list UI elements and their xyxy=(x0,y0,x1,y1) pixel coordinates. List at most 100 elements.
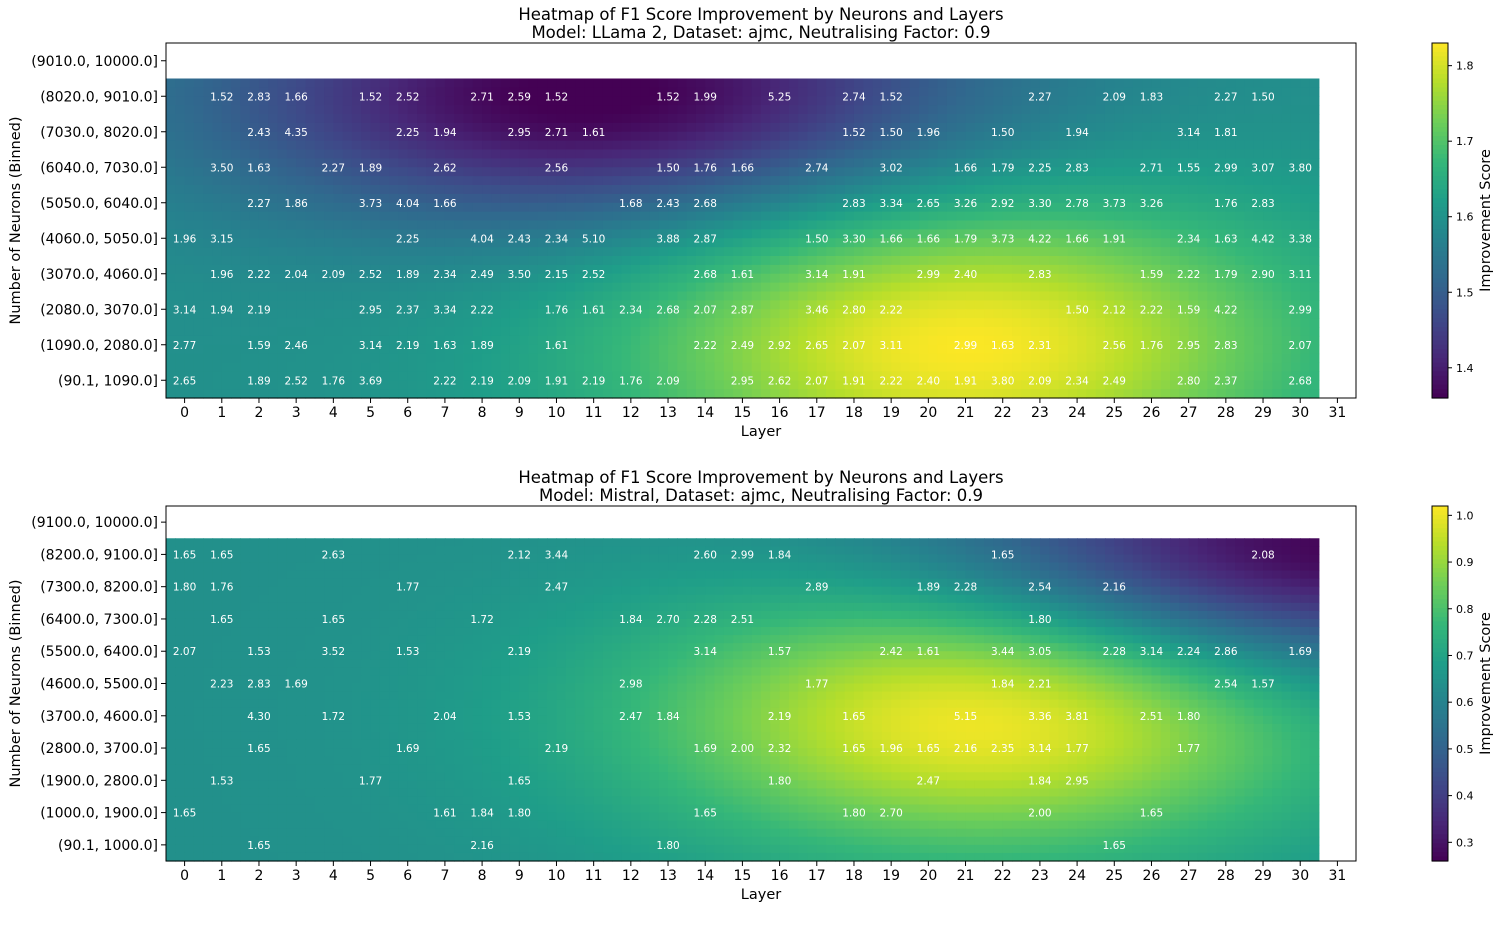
heat-cell xyxy=(537,105,548,115)
heat-cell xyxy=(565,238,576,248)
heat-cell xyxy=(1132,327,1143,337)
heat-cell xyxy=(240,220,251,230)
heat-cell xyxy=(733,273,744,284)
heat-cell xyxy=(1244,309,1255,319)
heat-cell xyxy=(900,371,911,381)
heat-cell xyxy=(193,335,204,346)
cell-value-label: 2.95 xyxy=(1177,340,1200,352)
heat-cell xyxy=(305,114,316,124)
heat-cell xyxy=(1179,247,1190,257)
heat-cell xyxy=(1207,291,1218,301)
heat-cell xyxy=(621,211,632,222)
cell-value-label: 1.76 xyxy=(1140,340,1164,352)
heat-cell xyxy=(640,211,651,222)
heat-cell xyxy=(268,344,279,355)
heat-cell xyxy=(1030,327,1041,337)
heat-cell xyxy=(444,335,455,346)
heat-cell xyxy=(491,167,502,177)
cell-labels: 1.52 2.83 1.66 1.52 2.52 2.71 2.59 1.52 1.52 1.99… xyxy=(173,91,1312,387)
heat-cell xyxy=(203,256,214,266)
heat-cell xyxy=(900,229,911,239)
heat-cell xyxy=(751,291,762,301)
heat-cell xyxy=(649,185,660,195)
heat-cell xyxy=(203,327,214,337)
cell-value-label: 2.80 xyxy=(842,304,865,316)
heat-cell xyxy=(1086,149,1097,159)
heat-cell xyxy=(872,327,883,337)
heat-cell xyxy=(844,273,855,284)
heat-cell xyxy=(537,220,548,230)
heat-cell xyxy=(537,238,548,248)
cell-value-label: 3.80 xyxy=(991,375,1014,387)
heat-cell xyxy=(686,220,697,230)
heat-cell xyxy=(240,380,251,390)
heat-cell xyxy=(807,327,818,337)
heat-cell xyxy=(1114,309,1125,319)
heat-cell xyxy=(742,238,753,248)
heat-cell xyxy=(630,291,641,301)
heat-cell xyxy=(1235,238,1246,248)
heat-cell xyxy=(417,193,427,204)
heat-cell xyxy=(407,318,418,328)
heat-cell xyxy=(398,389,409,399)
heat-cell xyxy=(770,318,781,328)
heat-cell xyxy=(1142,344,1153,355)
heat-cell xyxy=(277,96,288,106)
heat-cell xyxy=(398,193,409,204)
heat-cell xyxy=(1077,291,1087,301)
heat-cell xyxy=(370,96,381,106)
heat-cell xyxy=(668,282,678,293)
heat-cell xyxy=(1281,105,1292,115)
heat-cell xyxy=(1030,149,1041,159)
heat-cell xyxy=(1179,140,1190,151)
heat-cell xyxy=(342,327,353,337)
heat-cell xyxy=(184,229,195,239)
heat-cell xyxy=(919,380,929,390)
heat-cell xyxy=(231,140,241,151)
heat-cell xyxy=(891,211,902,222)
heat-cell xyxy=(1104,353,1115,364)
heat-cell xyxy=(993,327,1004,337)
cell-value-label: 3.14 xyxy=(1177,127,1201,139)
heat-cell xyxy=(649,273,660,284)
heat-cell xyxy=(919,78,929,88)
heat-cell xyxy=(658,220,669,230)
heat-cell xyxy=(193,247,204,257)
heat-cell xyxy=(602,176,613,186)
heat-cell xyxy=(249,309,260,319)
heat-cell xyxy=(175,140,186,151)
heat-cell xyxy=(426,389,437,399)
heat-cell xyxy=(342,238,353,248)
heat-cell xyxy=(584,264,595,275)
heat-cell xyxy=(472,562,483,572)
heat-cell xyxy=(816,247,827,257)
heat-cell xyxy=(705,87,716,97)
heat-cell xyxy=(305,247,316,257)
heat-cell xyxy=(965,131,976,142)
heat-cell xyxy=(1170,380,1180,390)
heat-cell xyxy=(621,256,632,266)
heat-cell xyxy=(1021,202,1032,213)
heat-cell xyxy=(1021,318,1032,328)
heat-cell xyxy=(296,167,307,177)
heat-cell xyxy=(1216,327,1227,337)
heat-cell xyxy=(1067,264,1078,275)
heat-cell xyxy=(1309,78,1320,88)
heat-cell xyxy=(798,158,809,168)
heat-cell xyxy=(919,185,929,195)
heat-cell xyxy=(286,371,297,381)
heat-cell xyxy=(1132,256,1143,266)
heat-cell xyxy=(965,193,976,204)
heat-cell xyxy=(444,247,455,257)
cell-value-label: 2.83 xyxy=(1065,162,1088,174)
heat-cell xyxy=(1104,327,1115,337)
heat-cell xyxy=(417,554,427,564)
heat-cell xyxy=(956,264,967,275)
heat-cell xyxy=(602,220,613,230)
heat-cell xyxy=(1179,353,1190,364)
heat-cell xyxy=(212,158,223,168)
heat-cell xyxy=(1244,380,1255,390)
heat-cell xyxy=(1179,122,1190,133)
heat-cell xyxy=(956,335,967,346)
heat-cell xyxy=(761,238,771,248)
